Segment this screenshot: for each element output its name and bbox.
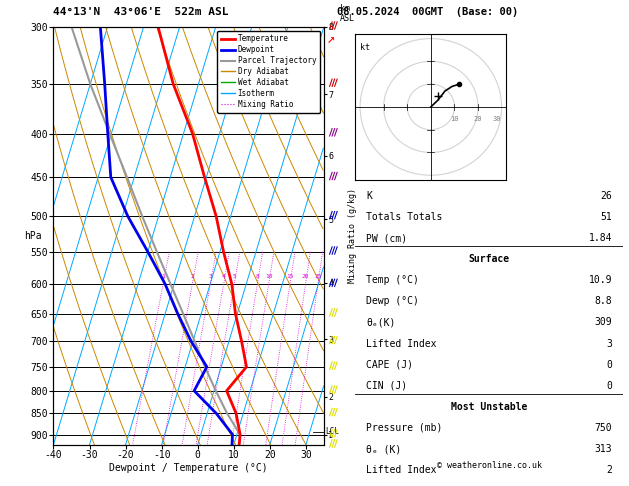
Text: Lifted Index: Lifted Index (366, 339, 437, 348)
Text: θₑ (K): θₑ (K) (366, 444, 401, 454)
Text: 26: 26 (600, 191, 612, 201)
Text: 20: 20 (474, 116, 482, 122)
Text: 0: 0 (606, 381, 612, 391)
Text: 1.84: 1.84 (589, 233, 612, 243)
Text: 10: 10 (265, 274, 272, 279)
Text: Lifted Index: Lifted Index (366, 465, 437, 475)
Text: 3: 3 (208, 274, 212, 279)
Text: Most Unstable: Most Unstable (451, 402, 527, 412)
Text: 3: 3 (606, 339, 612, 348)
Text: 750: 750 (594, 423, 612, 433)
Text: K: K (366, 191, 372, 201)
Text: 30: 30 (493, 116, 501, 122)
Text: Dewp (°C): Dewp (°C) (366, 296, 419, 306)
Text: PW (cm): PW (cm) (366, 233, 407, 243)
Text: 51: 51 (600, 212, 612, 222)
Text: 44°13'N  43°06'E  522m ASL: 44°13'N 43°06'E 522m ASL (53, 7, 229, 17)
Text: 25: 25 (314, 274, 321, 279)
X-axis label: Dewpoint / Temperature (°C): Dewpoint / Temperature (°C) (109, 463, 268, 473)
Text: km
ASL: km ASL (340, 4, 355, 22)
Text: CIN (J): CIN (J) (366, 381, 407, 391)
Legend: Temperature, Dewpoint, Parcel Trajectory, Dry Adiabat, Wet Adiabat, Isotherm, Mi: Temperature, Dewpoint, Parcel Trajectory… (217, 31, 320, 113)
Text: 08.05.2024  00GMT  (Base: 00): 08.05.2024 00GMT (Base: 00) (337, 7, 518, 17)
Text: 4: 4 (222, 274, 226, 279)
Text: kt: kt (360, 43, 370, 52)
Text: CAPE (J): CAPE (J) (366, 360, 413, 370)
Text: ↗: ↗ (327, 32, 335, 46)
Text: Surface: Surface (469, 254, 509, 264)
Text: 0: 0 (606, 360, 612, 370)
Text: 20: 20 (302, 274, 309, 279)
Text: © weatheronline.co.uk: © weatheronline.co.uk (437, 462, 542, 470)
Text: 10: 10 (450, 116, 459, 122)
Text: LCL: LCL (325, 427, 339, 436)
Text: hPa: hPa (25, 231, 42, 241)
Text: Mixing Ratio (g/kg): Mixing Ratio (g/kg) (348, 188, 357, 283)
Text: 15: 15 (286, 274, 294, 279)
Text: 10.9: 10.9 (589, 275, 612, 285)
Text: θₑ(K): θₑ(K) (366, 317, 396, 328)
Text: Pressure (mb): Pressure (mb) (366, 423, 442, 433)
Text: 1: 1 (161, 274, 165, 279)
Text: 5: 5 (232, 274, 236, 279)
Text: 8: 8 (255, 274, 259, 279)
Text: 8.8: 8.8 (594, 296, 612, 306)
Text: 2: 2 (191, 274, 194, 279)
Text: Totals Totals: Totals Totals (366, 212, 442, 222)
Text: 2: 2 (606, 465, 612, 475)
Text: Temp (°C): Temp (°C) (366, 275, 419, 285)
Text: 309: 309 (594, 317, 612, 328)
Text: 313: 313 (594, 444, 612, 454)
